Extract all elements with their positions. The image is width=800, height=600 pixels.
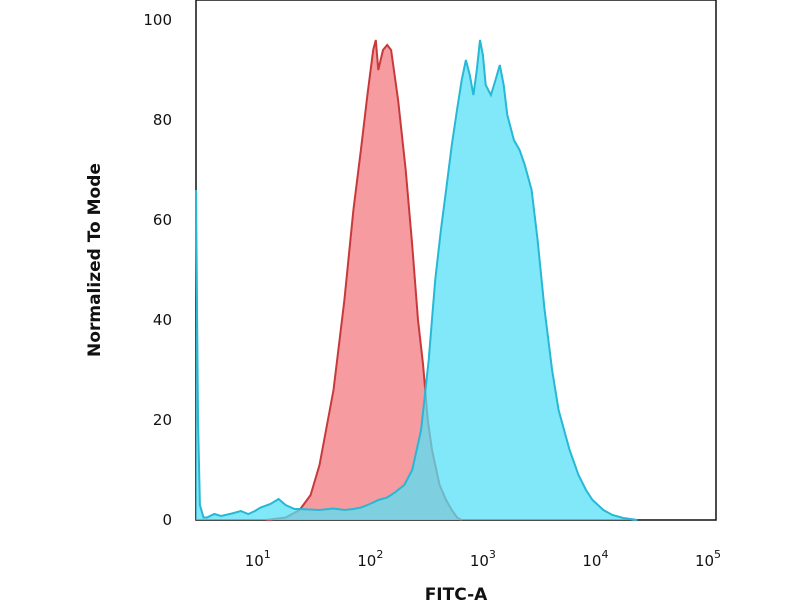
x-axis-ticks: 101 102 103 104 105 — [245, 548, 721, 570]
x-tick-label: 104 — [582, 548, 608, 570]
y-axis-label: Normalized To Mode — [85, 163, 105, 357]
y-tick-label: 0 — [162, 511, 172, 529]
y-tick-label: 40 — [153, 311, 172, 329]
x-tick-label: 103 — [470, 548, 496, 570]
y-tick-label: 100 — [143, 11, 172, 29]
histogram-area-2 — [196, 40, 638, 520]
y-tick-label: 20 — [153, 411, 172, 429]
y-tick-label: 80 — [153, 111, 172, 129]
x-tick-label: 102 — [357, 548, 383, 570]
x-tick-label: 101 — [245, 548, 271, 570]
histogram-area-1 — [265, 40, 462, 520]
histogram-outline-2 — [195, 39, 638, 521]
y-tick-label: 60 — [153, 211, 172, 229]
x-tick-label: 105 — [695, 548, 721, 570]
x-axis-label: FITC-A — [425, 585, 488, 600]
series-layer — [195, 39, 638, 521]
y-axis-ticks: 0 20 40 60 80 100 — [143, 11, 172, 529]
